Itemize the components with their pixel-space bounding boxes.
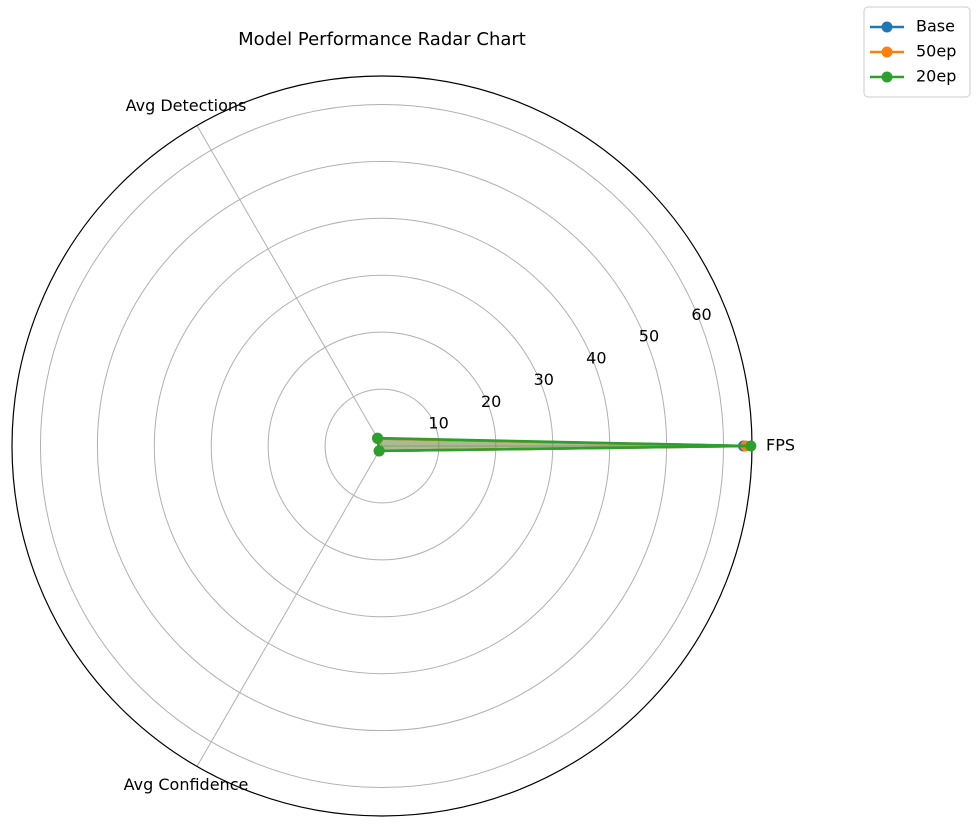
radial-tick-label: 20 bbox=[481, 392, 501, 411]
axis-label: Avg Confidence bbox=[124, 775, 249, 794]
legend-item: Base bbox=[870, 17, 955, 36]
axis-labels: FPS Avg Detections Avg Confidence bbox=[124, 96, 795, 794]
data-point bbox=[371, 432, 383, 444]
axis-spoke bbox=[196, 125, 383, 447]
radial-tick-labels: 10 20 30 40 50 60 bbox=[428, 305, 711, 433]
legend-marker bbox=[881, 21, 893, 33]
legend-item: 50ep bbox=[870, 42, 956, 61]
radial-tick-label: 30 bbox=[534, 370, 554, 389]
legend-marker bbox=[881, 71, 893, 83]
legend-label: 20ep bbox=[916, 67, 956, 86]
legend-label: 50ep bbox=[916, 42, 956, 61]
legend-label: Base bbox=[916, 17, 955, 36]
legend-marker bbox=[881, 46, 893, 58]
series-line bbox=[376, 436, 751, 453]
data-point bbox=[745, 440, 757, 452]
radial-tick-label: 50 bbox=[639, 327, 659, 346]
axis-label: FPS bbox=[766, 436, 795, 455]
radial-tick-label: 60 bbox=[691, 305, 711, 324]
axis-spoke bbox=[196, 445, 383, 767]
radial-tick-label: 40 bbox=[586, 348, 606, 367]
chart-title: Model Performance Radar Chart bbox=[238, 29, 526, 50]
data-point bbox=[373, 445, 385, 457]
series-layer bbox=[371, 432, 757, 457]
axis-label: Avg Detections bbox=[126, 96, 247, 115]
series-20ep bbox=[371, 432, 757, 457]
radial-tick-label: 10 bbox=[428, 414, 448, 433]
legend-item: 20ep bbox=[870, 67, 956, 86]
legend: Base 50ep 20ep bbox=[863, 6, 971, 98]
